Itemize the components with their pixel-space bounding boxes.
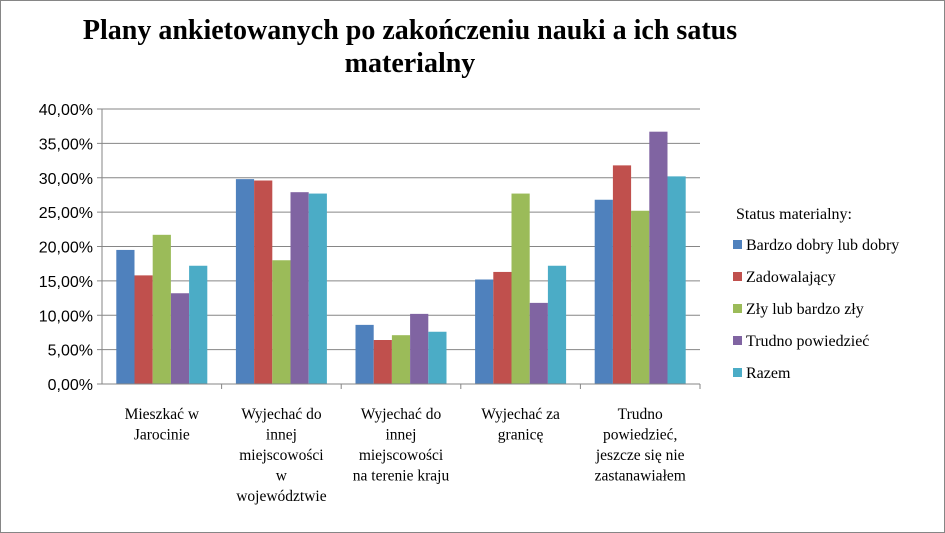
- category-label-line: innej: [266, 427, 297, 444]
- category-label-line: Wyjechać za: [481, 406, 560, 423]
- bar: [529, 302, 548, 384]
- legend-swatch: [733, 336, 742, 345]
- bar: [410, 313, 429, 384]
- y-tick-label: 40,00%: [39, 102, 93, 119]
- bar: [667, 176, 686, 384]
- legend-label: Trudno powiedzieć: [746, 333, 869, 350]
- bar: [189, 265, 208, 384]
- legend-swatch: [733, 272, 742, 281]
- bar: [428, 331, 447, 384]
- bar: [391, 335, 411, 384]
- x-axis-categories: Mieszkać w Jarocinie Wyjechać do innej miejs…: [125, 406, 686, 505]
- bar: [116, 249, 135, 384]
- legend-label: Zły lub bardzo zły: [746, 301, 864, 318]
- y-tick-label: 5,00%: [48, 343, 93, 360]
- legend-label: Bardzo dobry lub dobry: [746, 237, 899, 254]
- axes: [101, 109, 701, 389]
- legend-swatch: [733, 304, 742, 313]
- bar: [152, 234, 171, 384]
- bar: [612, 165, 632, 384]
- legend-swatch: [733, 368, 742, 377]
- category-label: Trudno powiedzieć, jeszcze się nie zastanaw…: [595, 406, 686, 485]
- category-label: Wyjechać za granicę: [481, 406, 560, 444]
- bar: [511, 193, 530, 384]
- category-label: Wyjechać do innej miejscowości na terenie k…: [353, 406, 450, 485]
- bar: [475, 279, 494, 384]
- chart-title: Plany ankietowanych po zakończeniu nauki…: [82, 15, 738, 79]
- legend-label: Razem: [746, 365, 791, 382]
- legend-swatch: [733, 240, 742, 249]
- bar: [272, 260, 291, 384]
- y-tick-label: 35,00%: [39, 136, 93, 153]
- category-label-line: w: [276, 468, 288, 485]
- category-label: Wyjechać do innej miejscowości w województwi…: [236, 406, 327, 505]
- bar: [355, 324, 374, 384]
- bar: [493, 271, 512, 384]
- bar: [631, 210, 650, 384]
- y-tick-label: 20,00%: [39, 240, 93, 257]
- y-tick-label: 30,00%: [39, 171, 93, 188]
- bar: [170, 293, 190, 384]
- category-label-line: miejscowości: [359, 447, 444, 464]
- category-label-line: Wyjechać do: [241, 406, 322, 423]
- category-label-line: Jarocinie: [134, 427, 190, 444]
- bar: [235, 179, 255, 384]
- bar: [290, 192, 309, 384]
- category-label-line: miejscowości: [239, 447, 324, 464]
- y-tick-label: 10,00%: [39, 308, 93, 325]
- category-label-line: zastanawiałem: [595, 468, 686, 485]
- category-label-line: województwie: [236, 488, 327, 505]
- legend: Status materialny: Bardzo dobry lub dobry…: [733, 206, 899, 382]
- bar: [308, 193, 327, 384]
- category-label-line: powiedzieć,: [603, 427, 677, 444]
- y-tick-label: 0,00%: [48, 377, 93, 394]
- bar: [134, 275, 153, 384]
- bars: [116, 131, 686, 384]
- bar: [547, 265, 567, 384]
- legend-label: Zadowalający: [746, 269, 836, 286]
- category-label-line: Trudno: [618, 406, 663, 423]
- bar: [594, 199, 613, 384]
- category-label-line: innej: [386, 427, 417, 444]
- legend-title: Status materialny:: [736, 206, 852, 223]
- category-label-line: Mieszkać w: [125, 406, 200, 423]
- category-label-line: na terenie kraju: [353, 468, 450, 485]
- y-tick-label: 15,00%: [39, 274, 93, 291]
- bar: [373, 340, 392, 384]
- bar: [254, 180, 273, 384]
- bar: [649, 131, 668, 384]
- y-axis-ticks: 0,00% 5,00% 10,00% 15,00% 20,00% 25,00% 30,00%…: [39, 102, 102, 394]
- category-label-line: granicę: [498, 427, 544, 444]
- category-label: Mieszkać w Jarocinie: [125, 406, 200, 444]
- y-tick-label: 25,00%: [39, 205, 93, 222]
- category-label-line: Wyjechać do: [361, 406, 442, 423]
- category-label-line: jeszcze się nie: [595, 447, 685, 464]
